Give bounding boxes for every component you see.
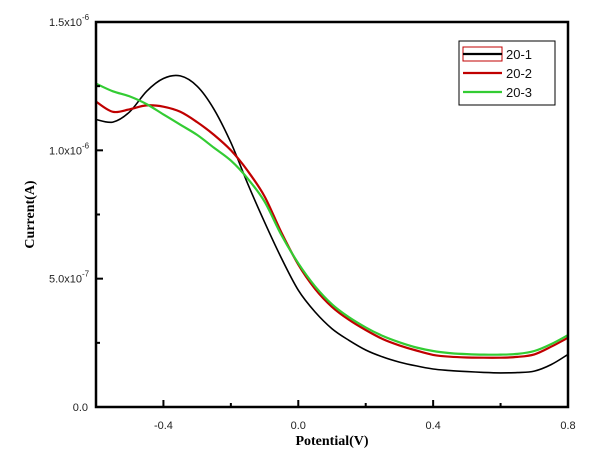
legend: 20-1 20-2 20-3 <box>458 40 556 106</box>
series-line-20-2 <box>95 100 569 359</box>
y-tick-label: 1.0x10 <box>49 145 82 157</box>
x-tick-label: 0.8 <box>560 420 575 432</box>
x-tick-label: 0.0 <box>291 420 306 432</box>
y-tick-exponent: -7 <box>82 270 90 279</box>
y-tick-label: 0.0 <box>73 402 88 414</box>
x-axis-title: Potential(V) <box>295 434 368 449</box>
y-tick-label: 5.0x10 <box>49 274 82 286</box>
legend-label: 20-2 <box>506 66 532 81</box>
x-tick-label: -0.4 <box>154 420 173 432</box>
series-line-20-3 <box>95 82 569 356</box>
legend-label: 20-1 <box>506 47 532 62</box>
y-tick-label: 1.5x10 <box>49 17 82 29</box>
x-tick-label: 0.4 <box>425 420 440 432</box>
legend-label: 20-3 <box>506 85 532 100</box>
tick-layer: -0.4 0.0 0.4 0.80.05.0x10 -71.0x10 -61.5x10 -6 <box>49 13 576 432</box>
y-tick-exponent: -6 <box>82 13 90 22</box>
y-axis-title: Current(A) <box>23 180 38 249</box>
series-layer <box>95 74 569 374</box>
y-tick-exponent: -6 <box>82 141 90 150</box>
series-line-20-1 <box>95 74 569 374</box>
